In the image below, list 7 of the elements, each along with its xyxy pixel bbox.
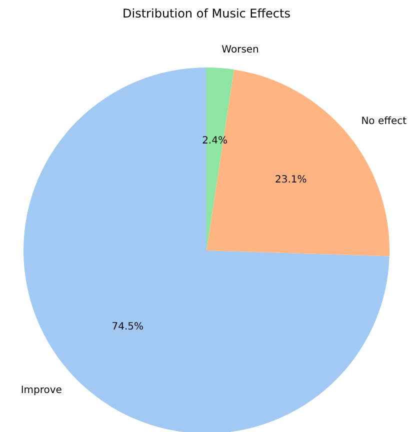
slice-label: No effect [361,116,407,128]
data-label: 23.1% [275,174,307,186]
data-label: 74.5% [112,321,144,332]
slice-label: Improve [20,385,62,396]
chart-title: Distribution of Music Effects [122,6,290,20]
slice-label: Worsen [222,44,259,56]
data-label: 2.4% [202,136,228,147]
